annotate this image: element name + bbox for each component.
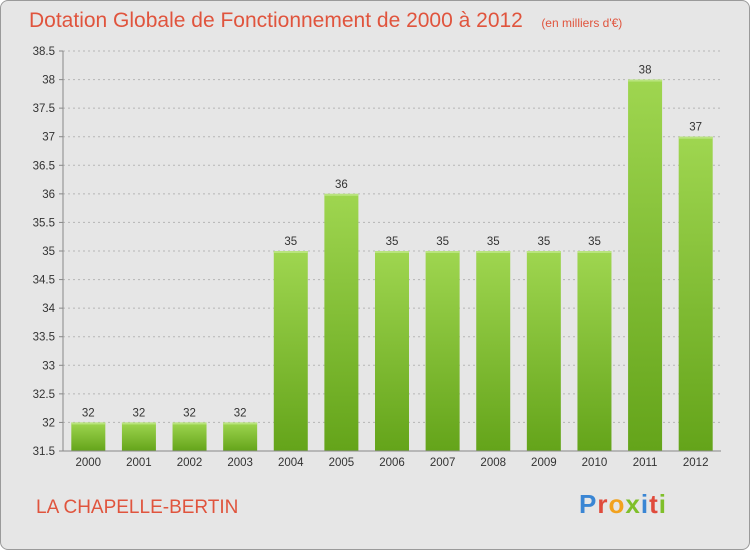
bar-value-label: 32 [82,407,95,419]
x-tick-label: 2011 [633,457,658,469]
bar-value-label: 38 [639,65,652,77]
x-tick-label: 2005 [329,457,355,469]
bar-2002 [172,422,207,451]
bar-value-label: 35 [588,236,601,248]
x-tick-label: 2009 [531,457,557,469]
bar-2011 [628,79,663,452]
y-axis: 31.5 32 32.5 33 33.5 34 34.5 35 35.5 36 36.5 37 37.5… [33,46,64,458]
y-tick-label: 35.5 [33,217,55,229]
logo-letter: r [597,489,609,519]
bar-value-label: 35 [436,236,449,248]
x-axis: 2000 2001 2002 2003 2004 2005 2006 2007 2008 2009… [63,450,721,469]
x-tick-label: 2006 [379,457,405,469]
logo-letter: t [649,489,659,519]
bar-highlight [678,136,713,139]
y-tick-label: 35 [42,246,55,258]
y-tick-label: 33 [42,360,55,372]
x-tick-label: 2003 [227,457,253,469]
bar-2003 [223,422,258,451]
title-row: Dotation Globale de Fonctionnement de 20… [29,9,622,33]
bar-value-label: 32 [234,407,247,419]
bar-highlight [476,251,511,253]
bar-value-label: 35 [386,236,399,248]
bar-highlight [324,193,359,196]
bar-highlight [526,251,561,253]
y-tick-label: 36.5 [33,160,55,172]
bar-value-label: 32 [133,407,146,419]
chart-title: Dotation Globale de Fonctionnement de 20… [29,9,523,32]
y-tick-label: 32 [42,417,55,429]
logo-letter: P [579,489,598,519]
bar-value-label: 35 [487,236,500,248]
bar-highlight [223,422,258,425]
y-tick-label: 34.5 [33,275,55,287]
y-tick-label: 37 [42,132,55,144]
y-tick-label: 32.5 [33,389,55,401]
x-tick-label: 2001 [126,457,152,469]
x-tick-label: 2012 [683,457,709,469]
x-tick-label: 2002 [177,457,203,469]
logo-letter: o [608,489,626,519]
bar-2009 [526,251,561,451]
bar-2004 [273,251,308,451]
logo-letter: x [625,489,641,519]
bar-highlight [172,422,207,425]
bar-2008 [476,251,511,451]
bar-2010 [577,251,612,451]
bar-value-label: 37 [689,122,702,134]
commune-name: LA CHAPELLE-BERTIN [36,497,239,518]
logo-letter: i [640,489,650,519]
bars: 32 32 32 32 35 36 35 35 35 35 35 38 37 [71,65,713,452]
x-tick-label: 2000 [76,457,102,469]
bar-highlight [628,79,663,82]
y-tick-label: 31.5 [33,446,55,458]
y-tick-label: 33.5 [33,332,55,344]
bar-highlight [577,251,612,253]
bar-value-label: 32 [183,407,196,419]
y-tick-label: 38 [42,75,55,87]
proxiti-logo[interactable]: Proxiti [579,489,667,520]
bar-2001 [121,422,156,451]
bar-value-label: 35 [284,236,297,248]
logo-letter: i [658,489,667,519]
y-tick-label: 34 [42,303,55,315]
bar-highlight [121,422,156,425]
bar-highlight [71,422,106,425]
bar-2005 [324,193,359,451]
bar-2006 [375,251,409,451]
y-tick-label: 36 [42,189,55,201]
bar-2007 [425,251,460,451]
bar-highlight [425,251,460,253]
bar-value-label: 35 [537,236,550,248]
bar-highlight [375,251,409,253]
bar-highlight [273,251,308,253]
bar-value-label: 36 [335,179,348,191]
x-tick-label: 2010 [582,457,608,469]
chart-subtitle: (en milliers d'€) [541,16,623,30]
x-tick-label: 2008 [480,457,506,469]
y-tick-label: 37.5 [33,103,55,115]
bar-2012 [678,136,713,451]
x-tick-label: 2004 [278,457,304,469]
y-tick-label: 38.5 [33,46,55,58]
bar-2000 [71,422,106,451]
x-tick-label: 2007 [430,457,456,469]
